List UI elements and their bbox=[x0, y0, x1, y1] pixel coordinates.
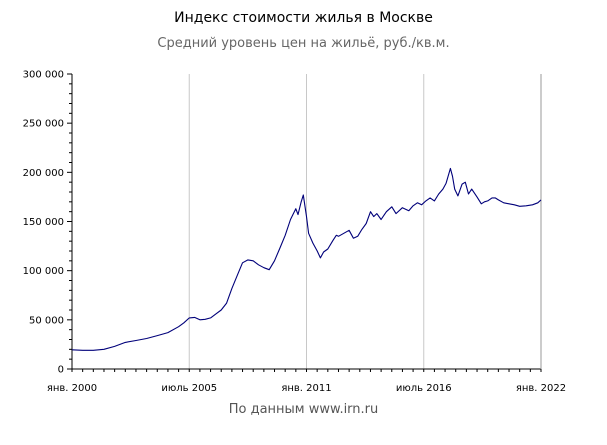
source-note: По данным www.irn.ru bbox=[228, 402, 379, 417]
x-tick-label: янв. 2011 bbox=[281, 383, 331, 394]
y-tick-label: 300 000 bbox=[23, 70, 64, 81]
y-tick-label: 50 000 bbox=[29, 315, 64, 326]
y-tick-label: 150 000 bbox=[23, 217, 64, 228]
x-axis: янв. 2000 июль 2005 янв. 2011 июль 2016 янв.… bbox=[47, 369, 566, 394]
series-line bbox=[71, 167, 542, 351]
y-tick-label: 100 000 bbox=[23, 266, 64, 277]
x-tick-label: июль 2005 bbox=[161, 383, 217, 394]
y-tick-label: 200 000 bbox=[23, 168, 64, 179]
y-axis: 0 50 000 100 000 150 000 200 000 250 000 300 0… bbox=[23, 70, 72, 376]
series-layer bbox=[71, 167, 542, 351]
x-tick-label: июль 2016 bbox=[396, 383, 452, 394]
y-tick-label: 0 bbox=[58, 365, 64, 376]
grid-lines bbox=[188, 74, 425, 369]
chart-title: Индекс стоимости жилья в Москве bbox=[174, 10, 433, 26]
y-tick-label: 250 000 bbox=[23, 119, 64, 130]
chart-subtitle: Средний уровень цен на жильё, руб./кв.м. bbox=[157, 36, 450, 51]
x-tick-label: янв. 2022 bbox=[516, 383, 566, 394]
x-tick-label: янв. 2000 bbox=[47, 383, 97, 394]
